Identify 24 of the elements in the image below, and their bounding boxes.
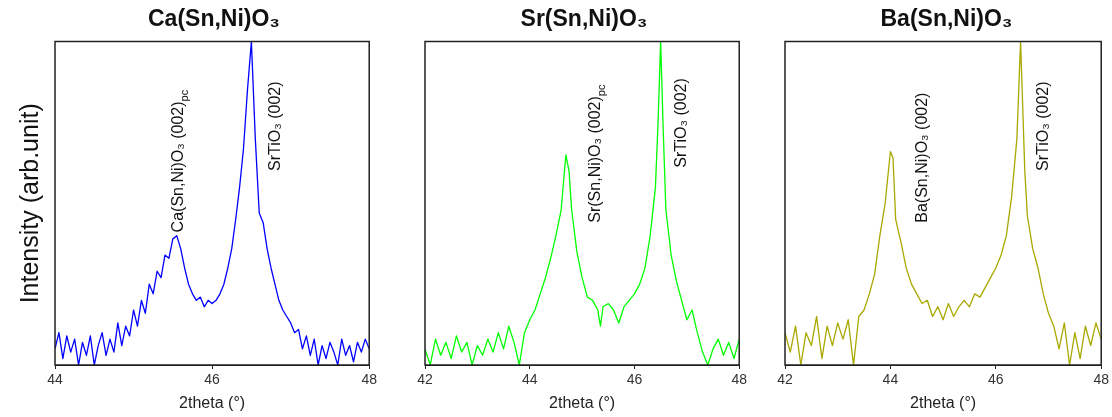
x-axis-title: 2theta (°) bbox=[910, 393, 977, 411]
x-tick-label: 44 bbox=[882, 371, 899, 388]
x-tick-label: 44 bbox=[47, 371, 63, 388]
annotation: SrTiO₃ (002) bbox=[265, 81, 283, 171]
x-tick-label: 48 bbox=[361, 371, 378, 388]
x-axis-title: 2theta (°) bbox=[179, 393, 246, 411]
annotation: Sr(Sn,Ni)O₃ (002)pc bbox=[586, 83, 608, 223]
x-tick-label: 42 bbox=[417, 371, 433, 388]
chart-title: Ca(Sn,Ni)O₃ bbox=[147, 5, 281, 32]
chart-title: Sr(Sn,Ni)O₃ bbox=[520, 5, 648, 32]
x-tick-label: 44 bbox=[521, 371, 538, 388]
annotation: SrTiO₃ (002) bbox=[1034, 81, 1052, 171]
x-tick-label: 48 bbox=[1093, 371, 1110, 388]
x-tick-label: 46 bbox=[204, 371, 221, 388]
x-tick-label: 42 bbox=[777, 371, 793, 388]
annotation: SrTiO₃ (002) bbox=[671, 78, 689, 168]
annotation: Ba(Sn,Ni)O₃ (002) bbox=[912, 92, 930, 223]
y-axis-title: Intensity (arb.unit) bbox=[15, 103, 43, 304]
x-tick-label: 48 bbox=[731, 371, 748, 388]
x-tick-label: 46 bbox=[988, 371, 1004, 388]
x-tick-label: 46 bbox=[626, 371, 643, 388]
chart-title: Ba(Sn,Ni)O₃ bbox=[880, 5, 1013, 32]
annotation: Ca(Sn,Ni)O₃ (002)pc bbox=[169, 89, 190, 233]
x-axis-title: 2theta (°) bbox=[549, 393, 616, 411]
